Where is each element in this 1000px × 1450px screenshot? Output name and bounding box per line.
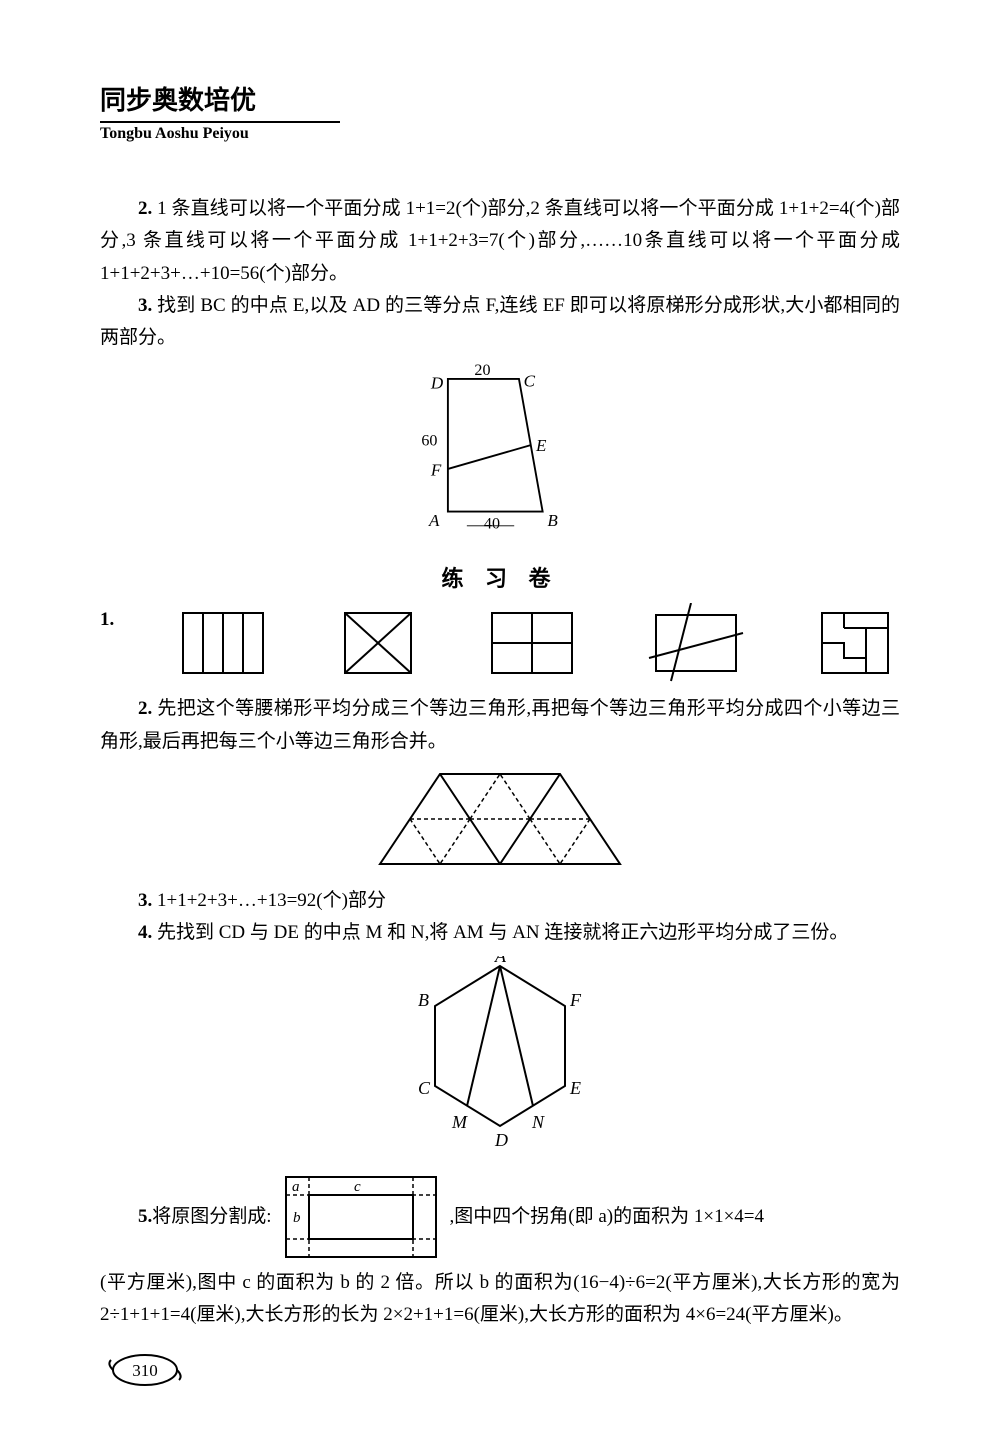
text-ex2: 先把这个等腰梯形平均分成三个等边三角形,再把每个等边三角形平均分成四个小等边三角…	[100, 698, 900, 751]
text-ex3: 1+1+2+3+…+13=92(个)部分	[157, 890, 386, 911]
shape-5	[810, 608, 900, 678]
num-ex1: 1.	[100, 609, 114, 631]
text-3: 找到 BC 的中点 E,以及 AD 的三等分点 F,连线 EF 即可以将原梯形分…	[100, 295, 900, 348]
svg-text:N: N	[531, 1112, 545, 1132]
ex5-suffix: ,图中四个拐角(即 a)的面积为 1×1×4=4	[450, 1201, 764, 1233]
svg-text:A: A	[494, 956, 507, 966]
num-2: 2.	[138, 198, 152, 219]
book-title: 同步奥数培优	[100, 80, 900, 117]
shape-1	[173, 608, 273, 678]
page-number-badge: 310	[105, 1350, 185, 1390]
exercise-1-figures: 1.	[100, 603, 900, 683]
book-subtitle: Tongbu Aoshu Peiyou	[100, 125, 900, 143]
svg-text:F: F	[430, 461, 442, 480]
num-ex2: 2.	[138, 698, 152, 719]
svg-text:D: D	[430, 374, 444, 393]
shape-4	[641, 603, 751, 683]
problem-3: 3. 找到 BC 的中点 E,以及 AD 的三等分点 F,连线 EF 即可以将原…	[100, 290, 900, 355]
exercise-5-line1: 5. 将原图分割成: a b c ,图中四个拐角(即 a)的面积为 1×1×4=…	[100, 1167, 900, 1267]
svg-text:C: C	[524, 372, 536, 391]
hexagon-figure: A B C D E F M N	[100, 956, 900, 1161]
label-60: 60	[421, 433, 437, 450]
ex5-rect-figure: a b c	[276, 1167, 446, 1267]
section-title: 练 习 卷	[100, 561, 900, 593]
num-3: 3.	[138, 295, 152, 316]
shape-2	[333, 608, 423, 678]
divider	[100, 121, 340, 123]
text-2: 1 条直线可以将一个平面分成 1+1=2(个)部分,2 条直线可以将一个平面分成…	[100, 198, 900, 284]
svg-text:E: E	[535, 436, 547, 455]
svg-text:F: F	[569, 990, 582, 1010]
trapezoid-figure: D C A B E F 20 60 40	[100, 360, 900, 545]
ex5-prefix: 将原图分割成:	[152, 1201, 271, 1233]
svg-text:c: c	[354, 1179, 361, 1195]
trapezoid-triangles	[100, 764, 900, 879]
exercise-5-cont: (平方厘米),图中 c 的面积为 b 的 2 倍。所以 b 的面积为(16−4)…	[100, 1267, 900, 1332]
exercise-3: 3. 1+1+2+3+…+13=92(个)部分	[100, 885, 900, 917]
num-ex4: 4.	[138, 922, 152, 943]
label-20: 20	[474, 363, 490, 380]
exercise-4: 4. 先找到 CD 与 DE 的中点 M 和 N,将 AM 与 AN 连接就将正…	[100, 917, 900, 949]
svg-text:B: B	[547, 511, 558, 530]
svg-text:B: B	[418, 990, 429, 1010]
label-40: 40	[484, 516, 500, 533]
exercise-2: 2. 先把这个等腰梯形平均分成三个等边三角形,再把每个等边三角形平均分成四个小等…	[100, 693, 900, 758]
num-ex3: 3.	[138, 890, 152, 911]
svg-text:E: E	[569, 1078, 581, 1098]
svg-text:a: a	[292, 1179, 300, 1195]
num-ex5: 5.	[138, 1201, 152, 1233]
svg-text:b: b	[293, 1210, 301, 1226]
svg-text:D: D	[494, 1130, 508, 1150]
text-ex4: 先找到 CD 与 DE 的中点 M 和 N,将 AM 与 AN 连接就将正六边形…	[157, 922, 848, 943]
svg-text:C: C	[418, 1078, 431, 1098]
svg-text:M: M	[451, 1112, 468, 1132]
shape-3	[482, 608, 582, 678]
page-number: 310	[132, 1361, 158, 1380]
problem-2: 2. 1 条直线可以将一个平面分成 1+1=2(个)部分,2 条直线可以将一个平…	[100, 193, 900, 290]
svg-text:A: A	[428, 511, 440, 530]
